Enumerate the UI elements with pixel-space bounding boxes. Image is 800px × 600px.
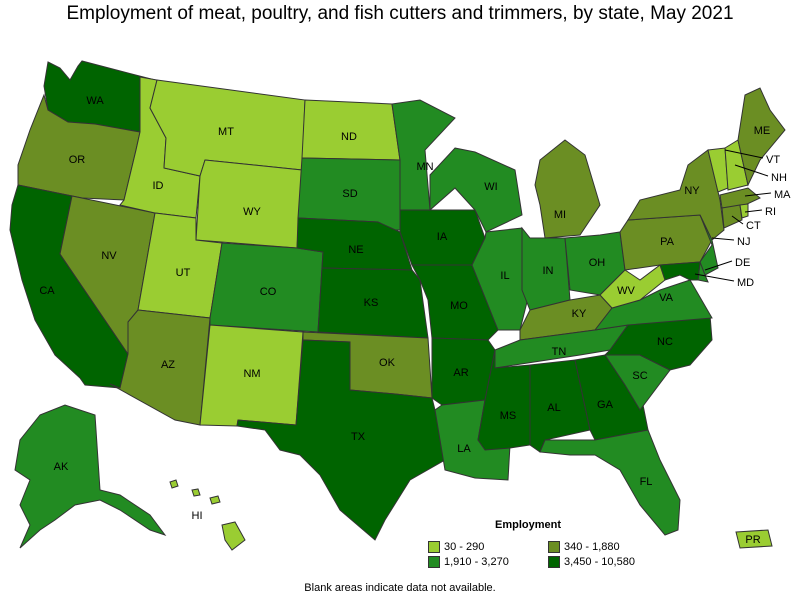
label-KY: KY xyxy=(572,308,587,320)
label-MT: MT xyxy=(218,126,234,138)
state-FL[interactable] xyxy=(539,429,681,536)
legend-label: 1,910 - 3,270 xyxy=(444,555,509,568)
footnote: Blank areas indicate data not available. xyxy=(304,582,496,594)
label-NE: NE xyxy=(348,244,363,256)
state-WI[interactable] xyxy=(429,147,523,233)
label-IL: IL xyxy=(500,270,509,282)
label-SD: SD xyxy=(342,188,357,200)
label-AR: AR xyxy=(453,367,468,379)
state-WY[interactable] xyxy=(195,159,303,249)
label-IA: IA xyxy=(437,231,448,243)
label-GA: GA xyxy=(597,399,614,411)
label-TX: TX xyxy=(351,431,366,443)
label-PR: PR xyxy=(745,534,760,546)
label-TN: TN xyxy=(552,346,567,358)
state-MN[interactable] xyxy=(391,99,456,211)
label-NH: NH xyxy=(771,172,787,184)
label-WY: WY xyxy=(243,206,261,218)
state-TX[interactable] xyxy=(236,339,446,541)
label-ND: ND xyxy=(341,131,357,143)
state-MD[interactable] xyxy=(659,261,701,281)
label-OH: OH xyxy=(589,257,606,269)
state-MI[interactable] xyxy=(534,139,601,239)
label-AZ: AZ xyxy=(161,359,175,371)
legend-label: 3,450 - 10,580 xyxy=(564,555,635,568)
legend-item: 3,450 - 10,580 xyxy=(548,555,668,568)
state-MA[interactable] xyxy=(719,187,761,209)
label-OK: OK xyxy=(379,357,396,369)
label-WV: WV xyxy=(617,285,635,297)
legend-swatch xyxy=(428,540,440,553)
label-CA: CA xyxy=(39,285,55,297)
state-AK[interactable] xyxy=(14,404,167,549)
label-AL: AL xyxy=(547,402,560,414)
label-MS: MS xyxy=(500,410,517,422)
state-RI[interactable] xyxy=(739,203,749,219)
label-NY: NY xyxy=(684,185,700,197)
label-CT: CT xyxy=(746,220,761,232)
label-NV: NV xyxy=(101,250,117,262)
legend-label: 340 - 1,880 xyxy=(564,540,620,553)
legend-label: 30 - 290 xyxy=(444,540,485,553)
label-HI: HI xyxy=(192,510,203,522)
label-SC: SC xyxy=(632,370,647,382)
label-NC: NC xyxy=(657,336,673,348)
legend-swatch xyxy=(428,555,440,568)
legend: Employment 30 - 290 340 - 1,880 1,910 - … xyxy=(428,519,668,569)
legend-item: 1,910 - 3,270 xyxy=(428,555,548,568)
legend-item: 30 - 290 xyxy=(428,540,548,553)
state-labels: WA OR CA NV ID MT WY UT AZ CO NM ND SD N… xyxy=(39,95,791,546)
label-VT: VT xyxy=(766,154,780,166)
label-MA: MA xyxy=(774,189,791,201)
label-WI: WI xyxy=(484,181,497,193)
label-RI: RI xyxy=(765,206,776,218)
label-MD: MD xyxy=(737,277,754,289)
legend-title: Employment xyxy=(494,519,561,531)
legend-swatch xyxy=(548,540,560,553)
label-WA: WA xyxy=(86,95,104,107)
label-LA: LA xyxy=(457,443,471,455)
label-DE: DE xyxy=(735,257,750,269)
label-NJ: NJ xyxy=(737,236,750,248)
label-MI: MI xyxy=(554,209,566,221)
map-title: Employment of meat, poultry, and fish cu… xyxy=(66,3,734,24)
state-KS[interactable] xyxy=(317,267,429,339)
leader-lines xyxy=(694,149,772,282)
label-VA: VA xyxy=(659,292,674,304)
label-MN: MN xyxy=(416,161,433,173)
state-PR[interactable] xyxy=(735,529,773,549)
label-PA: PA xyxy=(660,236,675,248)
label-KS: KS xyxy=(364,297,379,309)
label-CO: CO xyxy=(260,286,277,298)
label-AK: AK xyxy=(54,461,69,473)
label-IN: IN xyxy=(543,265,554,277)
label-ID: ID xyxy=(153,180,164,192)
label-NM: NM xyxy=(243,368,260,380)
label-ME: ME xyxy=(754,125,771,137)
label-OR: OR xyxy=(69,154,86,166)
state-WV[interactable] xyxy=(599,264,666,309)
label-UT: UT xyxy=(176,267,191,279)
state-HI[interactable] xyxy=(169,479,246,551)
state-ME[interactable] xyxy=(737,87,786,187)
legend-item: 340 - 1,880 xyxy=(548,540,668,553)
legend-swatch xyxy=(548,555,560,568)
label-FL: FL xyxy=(640,476,653,488)
label-MO: MO xyxy=(450,300,468,312)
